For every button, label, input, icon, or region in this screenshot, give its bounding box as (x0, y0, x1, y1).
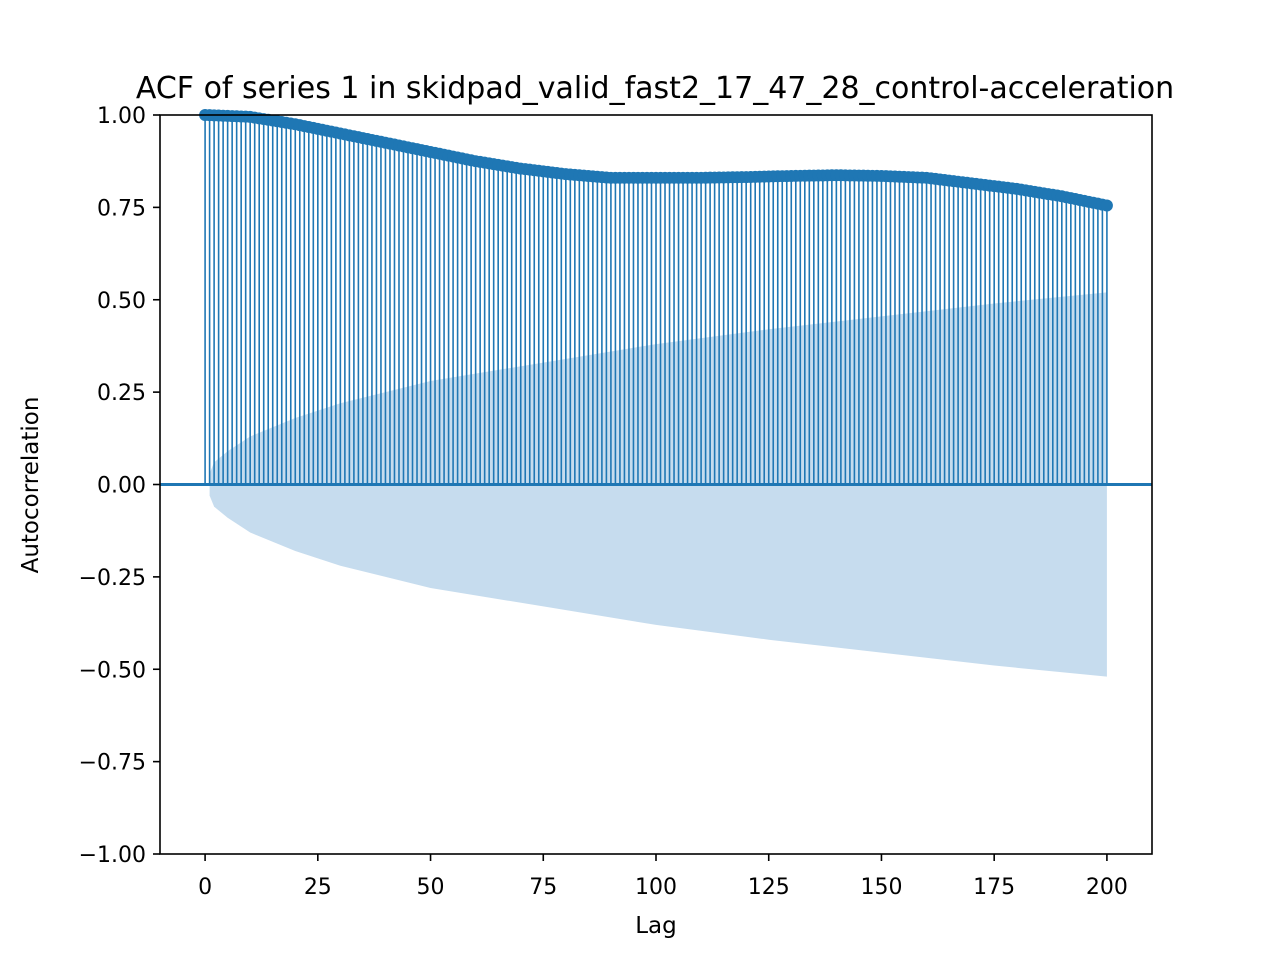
y-tick-label: 0.00 (97, 474, 146, 499)
x-tick-label: 175 (973, 875, 1015, 900)
x-axis-label: Lag (635, 913, 677, 939)
y-tick-label: 1.00 (97, 104, 146, 129)
y-tick-label: −1.00 (79, 843, 146, 868)
x-tick-label: 200 (1086, 875, 1128, 900)
y-tick-label: 0.25 (97, 381, 146, 406)
x-tick-label: 50 (417, 875, 445, 900)
x-tick-label: 25 (304, 875, 332, 900)
marker-layer (199, 109, 1113, 212)
x-tick-label: 100 (635, 875, 677, 900)
acf-point (1100, 199, 1113, 212)
y-tick-label: 0.50 (97, 289, 146, 314)
chart-title: ACF of series 1 in skidpad_valid_fast2_1… (136, 71, 1174, 106)
x-tick-label: 150 (860, 875, 902, 900)
x-tick-label: 125 (748, 875, 790, 900)
axes-layer: 0 25 50 75 100 125 150 175 200 −1.00 −0.75 −0.50 −0.… (79, 104, 1153, 900)
y-tick-label: 0.75 (97, 196, 146, 221)
y-tick-label: −0.50 (79, 658, 146, 683)
x-tick-label: 75 (529, 875, 557, 900)
y-axis-label: Autocorrelation (18, 397, 44, 574)
x-tick-label: 0 (198, 875, 212, 900)
y-tick-label: −0.25 (79, 566, 146, 591)
stem-layer (160, 115, 1152, 486)
y-tick-label: −0.75 (79, 751, 146, 776)
